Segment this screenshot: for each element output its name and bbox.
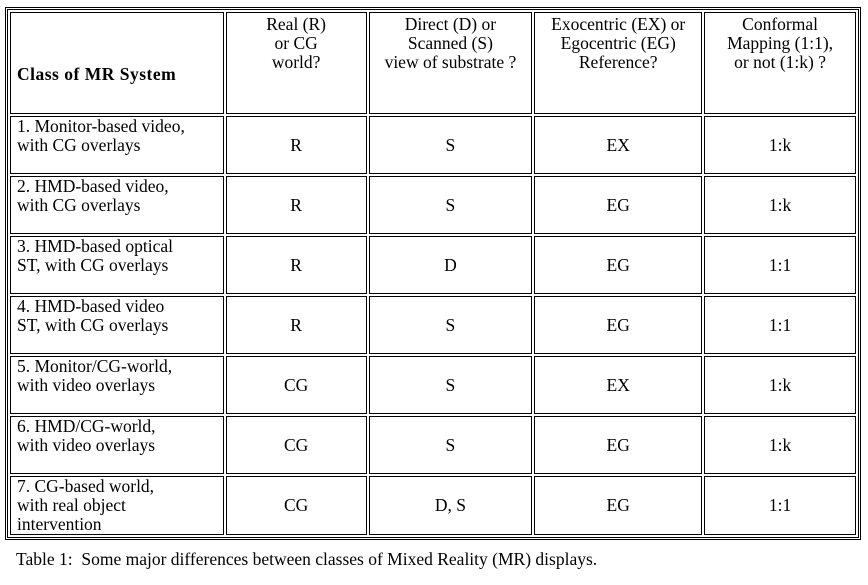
table-cell: 4. HMD-based video ST, with CG overlays	[10, 296, 224, 354]
table-cell: 1:1	[704, 296, 856, 354]
header-cell: Real (R) or CG world?	[225, 12, 367, 114]
table-cell: S	[368, 356, 533, 414]
table-cell: CG	[225, 356, 367, 414]
table-cell: EX	[534, 116, 703, 174]
table-cell: EG	[534, 236, 703, 294]
table-cell: S	[368, 296, 533, 354]
table-cell: 1. Monitor-based video, with CG overlays	[10, 116, 224, 174]
table-cell: 7. CG-based world, with real object inte…	[10, 476, 224, 535]
table-cell: 1:1	[704, 236, 856, 294]
header-row: Class of MR System Real (R) or CG world? D…	[10, 12, 856, 114]
table-cell: R	[225, 176, 367, 234]
table-cell: EG	[534, 476, 703, 535]
table-cell: 1:k	[704, 356, 856, 414]
table-cell: S	[368, 176, 533, 234]
table-cell: D	[368, 236, 533, 294]
table-row: 7. CG-based world, with real object inte…	[10, 476, 856, 535]
table-cell: EG	[534, 296, 703, 354]
table-cell: 1:k	[704, 176, 856, 234]
table-cell: 6. HMD/CG-world, with video overlays	[10, 416, 224, 474]
table-row: 1. Monitor-based video, with CG overlays…	[10, 116, 856, 174]
table-cell: 5. Monitor/CG-world, with video overlays	[10, 356, 224, 414]
table-cell: EG	[534, 176, 703, 234]
header-cell: Conformal Mapping (1:1), or not (1:k) ?	[704, 12, 856, 114]
table-cell: S	[368, 116, 533, 174]
table-cell: R	[225, 236, 367, 294]
header-cell: Direct (D) or Scanned (S) view of substr…	[368, 12, 533, 114]
table-cell: 1:1	[704, 476, 856, 535]
table-cell: R	[225, 116, 367, 174]
table-body: 1. Monitor-based video, with CG overlays…	[10, 116, 856, 535]
table-cell: CG	[225, 416, 367, 474]
table-cell: S	[368, 416, 533, 474]
table-cell: EG	[534, 416, 703, 474]
table-row: 4. HMD-based video ST, with CG overlays R…	[10, 296, 856, 354]
table-cell: 3. HMD-based optical ST, with CG overlay…	[10, 236, 224, 294]
table-row: 3. HMD-based optical ST, with CG overlay…	[10, 236, 856, 294]
table-cell: EX	[534, 356, 703, 414]
caption: Table 1: Some major differences between …	[16, 549, 598, 569]
table-row: 6. HMD/CG-world, with video overlays CG S E…	[10, 416, 856, 474]
table-cell: 1:k	[704, 116, 856, 174]
table-row: 5. Monitor/CG-world, with video overlays…	[10, 356, 856, 414]
table-cell: 1:k	[704, 416, 856, 474]
table-cell: R	[225, 296, 367, 354]
table-row: 2. HMD-based video, with CG overlays R S EG…	[10, 176, 856, 234]
table: Class of MR System Real (R) or CG world? D…	[5, 7, 861, 540]
header-cell: Class of MR System	[10, 12, 224, 114]
table-cell: CG	[225, 476, 367, 535]
table-cell: D, S	[368, 476, 533, 535]
table-cell: 2. HMD-based video, with CG overlays	[10, 176, 224, 234]
header-cell: Exocentric (EX) or Egocentric (EG) Refer…	[534, 12, 703, 114]
